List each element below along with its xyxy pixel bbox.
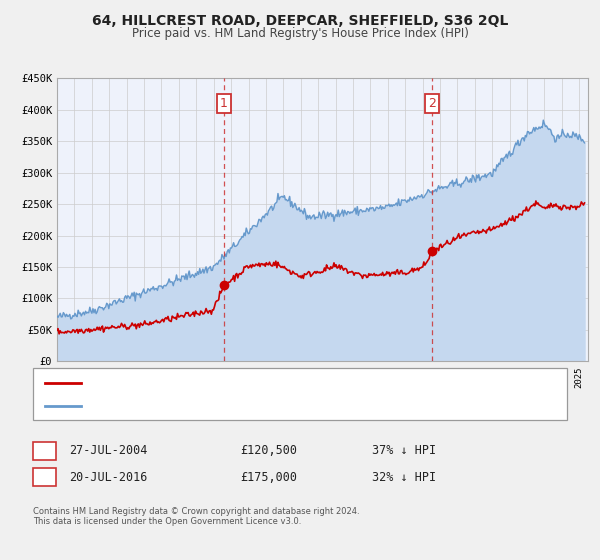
Text: 64, HILLCREST ROAD, DEEPCAR, SHEFFIELD, S36 2QL: 64, HILLCREST ROAD, DEEPCAR, SHEFFIELD, … [92, 14, 508, 28]
Text: 27-JUL-2004: 27-JUL-2004 [69, 444, 148, 458]
Text: HPI: Average price, detached house, Sheffield: HPI: Average price, detached house, Shef… [88, 400, 358, 410]
Text: 32% ↓ HPI: 32% ↓ HPI [372, 470, 436, 484]
Text: 2: 2 [41, 470, 48, 484]
Text: Contains HM Land Registry data © Crown copyright and database right 2024.
This d: Contains HM Land Registry data © Crown c… [33, 507, 359, 526]
Text: 64, HILLCREST ROAD, DEEPCAR, SHEFFIELD, S36 2QL (detached house): 64, HILLCREST ROAD, DEEPCAR, SHEFFIELD, … [88, 378, 472, 388]
Text: £120,500: £120,500 [240, 444, 297, 458]
Text: 1: 1 [41, 444, 48, 458]
Text: £175,000: £175,000 [240, 470, 297, 484]
Text: 1: 1 [220, 97, 227, 110]
Text: Price paid vs. HM Land Registry's House Price Index (HPI): Price paid vs. HM Land Registry's House … [131, 27, 469, 40]
Text: 20-JUL-2016: 20-JUL-2016 [69, 470, 148, 484]
Text: 2: 2 [428, 97, 436, 110]
Text: 37% ↓ HPI: 37% ↓ HPI [372, 444, 436, 458]
